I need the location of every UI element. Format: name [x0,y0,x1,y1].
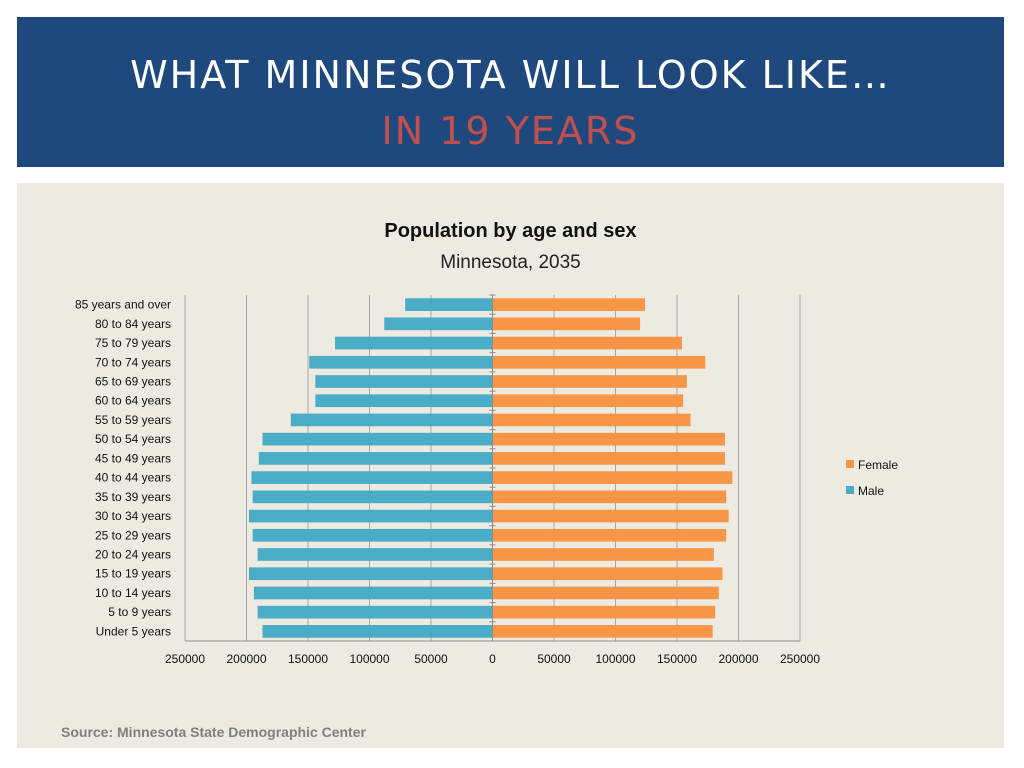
bar-female [492,432,725,446]
category-label: 70 to 74 years [95,355,171,369]
bar-male [384,317,493,331]
legend-swatch-male [846,486,854,494]
category-label: 55 to 59 years [95,413,171,427]
bar-male [315,394,493,408]
bar-female [492,452,725,465]
category-label: 50 to 54 years [95,432,171,446]
bar-female [492,471,733,484]
bar-male [309,355,493,369]
category-label: 75 to 79 years [95,336,171,350]
bar-male [257,548,493,561]
chart-panel: Population by age and sex Minnesota, 203… [17,183,1004,748]
bar-male [252,490,493,504]
x-tick-label: 250000 [165,652,205,666]
bar-male [335,336,493,350]
category-label: 30 to 34 years [95,509,171,523]
x-tick-label: 250000 [780,652,820,666]
bar-female [492,413,691,427]
chart-subtitle: Minnesota, 2035 [440,252,581,273]
bar-male [251,471,493,484]
category-label: 60 to 64 years [95,394,171,408]
bar-male [262,625,493,638]
bar-male [257,605,493,619]
category-label: 85 years and over [75,298,171,312]
bar-female [492,586,719,600]
x-tick-label: 0 [489,652,496,666]
slide-subtitle: IN 19 YEARS [381,109,640,153]
x-tick-label: 50000 [414,652,448,666]
title-banner: WHAT MINNESOTA WILL LOOK LIKE… IN 19 YEA… [17,17,1004,167]
bar-female [492,298,646,311]
category-label: 20 to 24 years [95,548,171,562]
source-note: Source: Minnesota State Demographic Cent… [61,724,366,740]
category-label: 35 to 39 years [95,490,171,504]
bar-male [262,432,493,446]
bar-female [492,375,687,388]
bar-female [492,528,727,542]
x-tick-label: 150000 [657,652,697,666]
category-label: 15 to 19 years [95,567,171,581]
bar-male [253,586,493,600]
legend-label-female: Female [858,458,898,472]
legend-label-male: Male [858,484,884,498]
bar-female [492,509,729,523]
category-label: 25 to 29 years [95,528,171,542]
slide-title: WHAT MINNESOTA WILL LOOK LIKE… [130,53,891,97]
bar-female [492,548,714,561]
bar-female [492,490,727,504]
bar-male [258,452,493,465]
bar-male [315,375,493,388]
category-label: 80 to 84 years [95,317,171,331]
category-label: Under 5 years [96,624,171,638]
bar-female [492,355,706,369]
x-tick-label: 100000 [595,652,635,666]
bar-male [252,528,493,542]
category-label: 40 to 44 years [95,471,171,485]
category-label: 65 to 69 years [95,375,171,389]
bar-male [290,413,493,427]
x-tick-label: 150000 [288,652,328,666]
x-tick-label: 200000 [226,652,266,666]
x-tick-label: 200000 [718,652,758,666]
x-tick-label: 50000 [537,652,571,666]
bar-female [492,605,716,619]
bar-female [492,317,641,331]
bar-male [405,298,493,311]
bar-male [248,509,493,523]
population-pyramid-chart: Under 5 years 5 to 9 years 10 to 14 years 1… [75,294,898,666]
bar-female [492,567,723,581]
x-tick-label: 100000 [349,652,389,666]
bar-female [492,336,682,350]
legend-swatch-female [846,460,854,468]
bar-female [492,394,684,408]
category-label: 10 to 14 years [95,586,171,600]
bar-female [492,625,713,638]
category-label: 45 to 49 years [95,451,171,465]
chart-title: Population by age and sex [384,220,637,242]
category-label: 5 to 9 years [108,605,171,619]
bar-male [248,567,493,581]
